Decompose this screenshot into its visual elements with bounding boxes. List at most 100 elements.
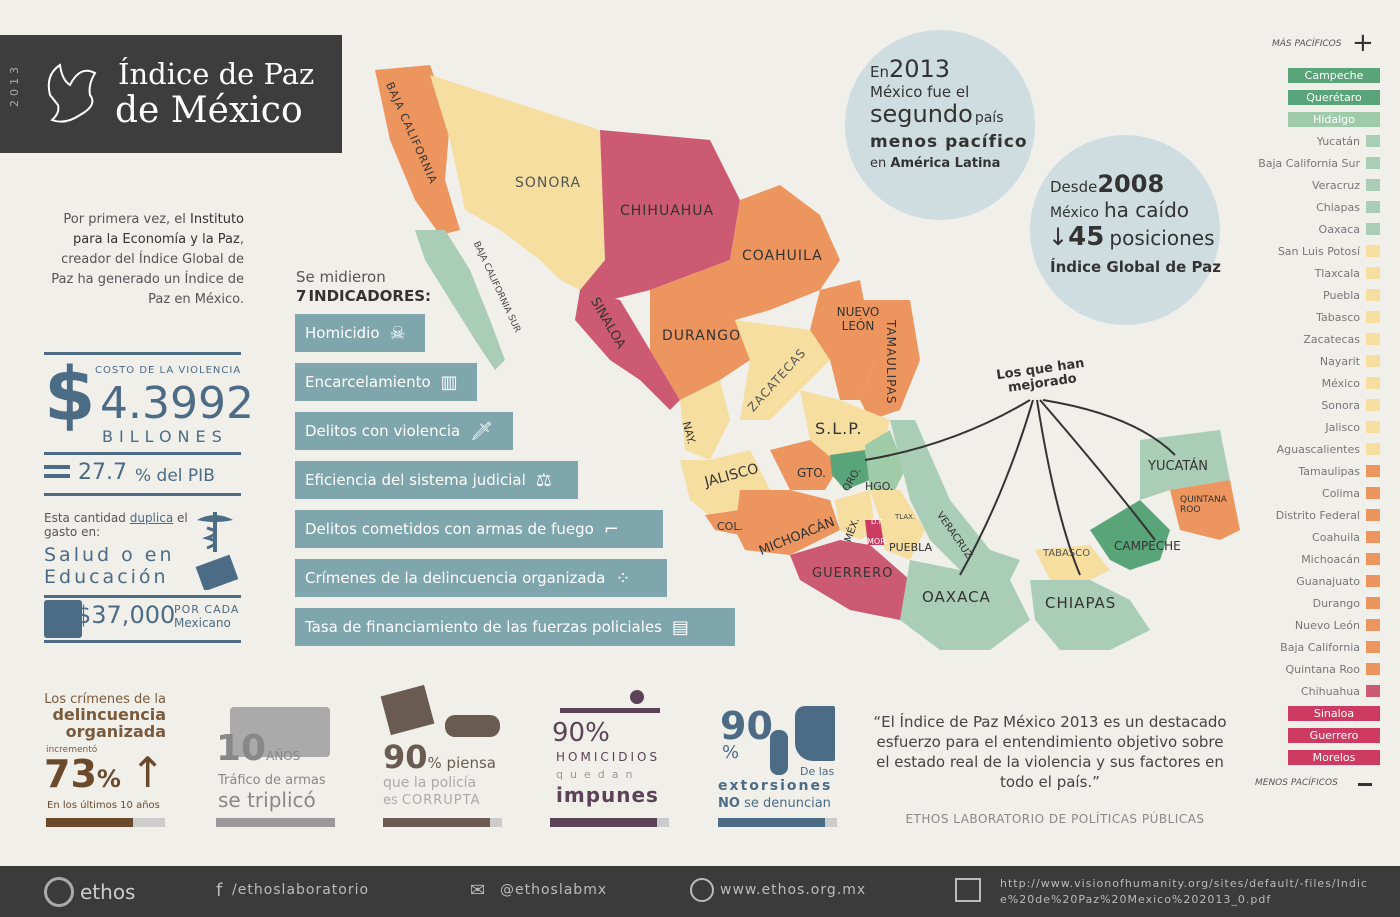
legend-swatch	[1366, 531, 1380, 543]
costo-value: 4.3992	[100, 378, 254, 429]
legend-item: Nuevo León	[1295, 616, 1380, 634]
quote-text: “El Índice de Paz México 2013 es un dest…	[873, 713, 1227, 791]
globe-world	[1030, 135, 1220, 325]
globe2-desde: Desde2008	[1050, 170, 1165, 198]
equals-icon	[44, 465, 70, 469]
stat-policia-bar	[383, 818, 502, 827]
legend-swatch	[1366, 443, 1380, 455]
label-oaxaca: OAXACA	[922, 588, 991, 606]
legend-label: Puebla	[1323, 288, 1360, 302]
label-hgo: HGO.	[865, 480, 894, 493]
legend-swatch	[1366, 465, 1380, 477]
legend-label: Guanajuato	[1296, 574, 1360, 588]
legend-swatch	[1366, 619, 1380, 631]
pib-suffix: % del PIB	[135, 466, 215, 486]
knife-icon: 🗡	[470, 420, 494, 442]
legend-label: Oaxaca	[1318, 222, 1360, 236]
footer-facebook-link[interactable]: /ethoslaboratorio	[232, 882, 370, 898]
footer-web-link[interactable]: www.ethos.org.mx	[720, 882, 867, 898]
ethos-logo-icon	[44, 877, 74, 907]
legend-label: México	[1321, 376, 1360, 390]
legend-label: Aguascalientes	[1276, 442, 1360, 456]
legend-label: Distrito Federal	[1275, 508, 1360, 522]
legend-label: Morelos	[1288, 749, 1380, 765]
indicator-encarcelamiento: Encarcelamiento ▥	[295, 363, 477, 401]
stat-organizada-period: En los últimos 10 años	[47, 800, 160, 811]
legend-swatch	[1366, 289, 1380, 301]
legend-swatch	[1366, 245, 1380, 257]
web-icon[interactable]	[690, 878, 714, 902]
legend-label: Tlaxcala	[1314, 266, 1360, 280]
indicadores-heading: 7 INDICADORES:	[296, 287, 432, 305]
legend-item: Morelos	[1288, 748, 1380, 766]
costo-label: COSTO DE LA VIOLENCIA	[95, 365, 242, 376]
legend-label: Chiapas	[1316, 200, 1360, 214]
facebook-icon[interactable]: f	[216, 880, 223, 901]
legend-swatch	[1366, 135, 1380, 147]
legend-swatch	[1366, 663, 1380, 675]
legend-swatch	[1366, 597, 1380, 609]
stat-extorsiones-label: extorsiones	[718, 778, 833, 794]
legend-label: Tamaulipas	[1298, 464, 1360, 478]
legend-swatch	[1366, 509, 1380, 521]
stat-extorsiones-bar	[718, 818, 837, 827]
stat-armas: 10AÑOS	[216, 728, 301, 769]
stat-homicidios-bar	[550, 818, 669, 827]
label-chiapas: CHIAPAS	[1045, 594, 1117, 612]
legend-label: Campeche	[1288, 67, 1380, 83]
label-gto: GTO.	[797, 466, 826, 480]
pib-value: 27.7	[78, 460, 127, 485]
gavel-icon: ⚖	[535, 469, 552, 491]
legend-label: Zacatecas	[1303, 332, 1360, 346]
legend-item: Guerrero	[1288, 726, 1380, 744]
legend-label: Chihuahua	[1300, 684, 1360, 698]
label-slp: S.L.P.	[815, 419, 863, 438]
person-icon	[44, 600, 82, 638]
legend-label: Tabasco	[1316, 310, 1360, 324]
money-icon: ▤	[671, 616, 689, 638]
footer-twitter-link[interactable]: @ethoslabmx	[500, 882, 608, 898]
divider	[44, 452, 241, 455]
bribe-hands-icon	[380, 684, 500, 740]
legend-label: Coahuila	[1312, 530, 1360, 544]
legend-swatch	[1366, 179, 1380, 191]
legend-item: Coahuila	[1312, 528, 1380, 546]
skull-icon: ☠	[389, 322, 406, 344]
indicator-financiamiento-policial: Tasa de financiamiento de las fuerzas po…	[295, 608, 735, 646]
label-df: D.F.	[871, 518, 884, 526]
minus-icon	[1358, 783, 1372, 786]
stat-homicidios-impunes: impunes	[556, 783, 659, 807]
legend-item: México	[1322, 374, 1380, 392]
jail-icon: ▥	[440, 371, 458, 393]
globe-latam	[845, 30, 1035, 220]
duplica-text: Esta cantidad duplica el gasto en:	[44, 511, 188, 539]
stat-homicidios-value: 90%	[552, 718, 610, 748]
stat-armas-trafico: Tráfico de armas	[218, 773, 326, 788]
legend-item: Chiapas	[1316, 198, 1380, 216]
label-puebla: PUEBLA	[889, 541, 933, 554]
por-cada: POR CADA	[174, 603, 240, 616]
legend-item: Puebla	[1323, 286, 1380, 304]
legend-item: Aguascalientes	[1277, 440, 1380, 458]
improvement-arrows	[864, 399, 1176, 576]
legend-item: Sinaloa	[1288, 704, 1380, 722]
legend-label: San Luis Potosí	[1277, 244, 1360, 258]
external-link-icon[interactable]	[955, 878, 981, 902]
costo-unit: BILLONES	[102, 427, 228, 446]
legend-item: Quintana Roo	[1285, 660, 1380, 678]
twitter-icon[interactable]: ✉	[470, 880, 486, 901]
footer-source-url[interactable]: http://www.visionofhumanity.org/sites/de…	[1000, 877, 1368, 906]
per-capita: $37,000	[76, 601, 176, 629]
legend-swatch	[1366, 267, 1380, 279]
legend-item: Tamaulipas	[1298, 462, 1380, 480]
stat-homicidios-quedan: quedan	[556, 768, 640, 781]
indicator-delincuencia-organizada: Crímenes de la delincuencia organizada ⁘	[295, 559, 667, 597]
legend-label: Michoacán	[1301, 552, 1360, 566]
legend-item: Yucatán	[1317, 132, 1380, 150]
legend-label: Nayarit	[1319, 354, 1360, 368]
finger-icon	[770, 730, 788, 775]
divider	[44, 352, 241, 355]
legend-label: Querétaro	[1288, 89, 1380, 105]
legend-item: Campeche	[1288, 66, 1380, 84]
legend-swatch	[1366, 157, 1380, 169]
